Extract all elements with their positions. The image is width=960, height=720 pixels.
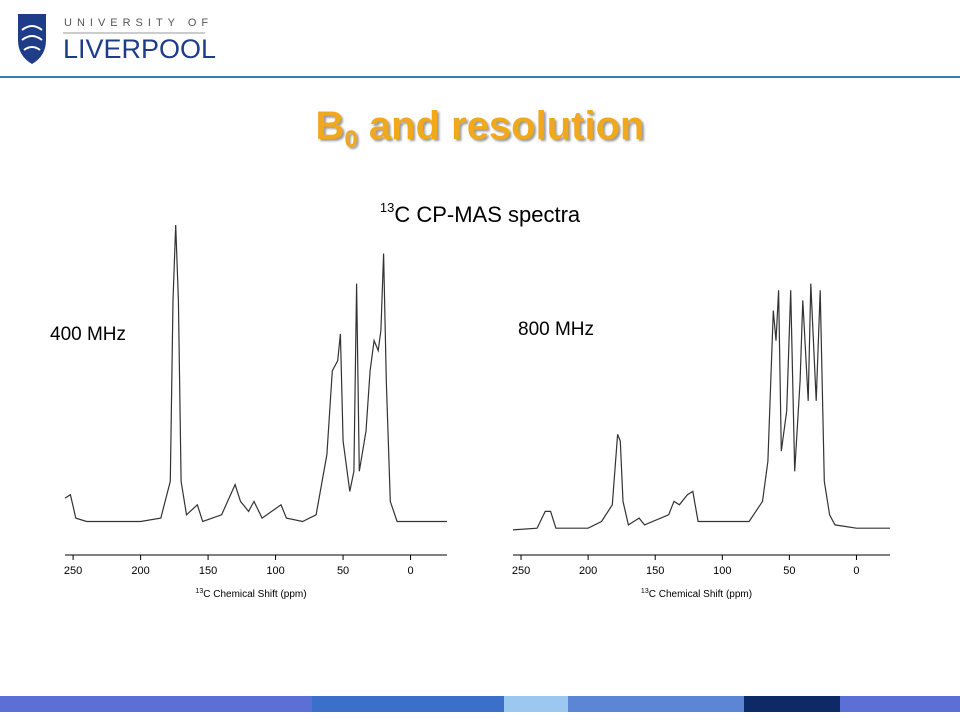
logo-line2: LIVERPOOL xyxy=(63,34,216,64)
subtitle-sup: 13 xyxy=(379,200,395,215)
x-axis-label-text: C Chemical Shift (ppm) xyxy=(203,589,306,600)
x-tick-label: 200 xyxy=(579,565,597,577)
title-main: B xyxy=(315,104,345,148)
x-tick-label: 50 xyxy=(337,565,349,577)
annotation: 400 MHz xyxy=(50,324,126,345)
spectrum-line xyxy=(512,283,890,531)
header-rule xyxy=(0,76,960,78)
x-axis-label: 13C Chemical Shift (ppm) xyxy=(195,588,306,600)
x-axis-label: 13C Chemical Shift (ppm) xyxy=(641,588,752,600)
x-tick-label: 150 xyxy=(646,565,664,577)
logo-line1: UNIVERSITY OF xyxy=(64,17,213,29)
logo-shield xyxy=(18,14,46,64)
x-tick-label: 250 xyxy=(64,565,82,577)
annotation: 800 MHz xyxy=(518,319,594,340)
x-axis-label-sup: 13 xyxy=(641,588,649,595)
x-axis-label-text: C Chemical Shift (ppm) xyxy=(649,589,752,600)
title-rest: and resolution xyxy=(357,104,645,148)
subtitle: 13C CP-MAS spectra xyxy=(0,200,960,228)
x-tick-label: 0 xyxy=(407,565,413,577)
x-tick-label: 100 xyxy=(713,565,731,577)
logo: UNIVERSITY OF LIVERPOOL xyxy=(18,14,216,64)
x-tick-label: 100 xyxy=(266,565,284,577)
x-tick-label: 50 xyxy=(783,565,795,577)
slide-title: B0 and resolution xyxy=(0,104,960,154)
footer-bar xyxy=(0,696,960,712)
subtitle-text: C CP-MAS spectra xyxy=(394,202,581,227)
logo-waves xyxy=(21,25,43,51)
x-tick-label: 0 xyxy=(853,565,859,577)
spectrum-line xyxy=(64,224,447,523)
x-tick-label: 250 xyxy=(512,565,530,577)
x-tick-label: 150 xyxy=(199,565,217,577)
x-axis-label-sup: 13 xyxy=(195,588,203,595)
x-tick-label: 200 xyxy=(131,565,149,577)
title-subscript: 0 xyxy=(344,126,358,153)
